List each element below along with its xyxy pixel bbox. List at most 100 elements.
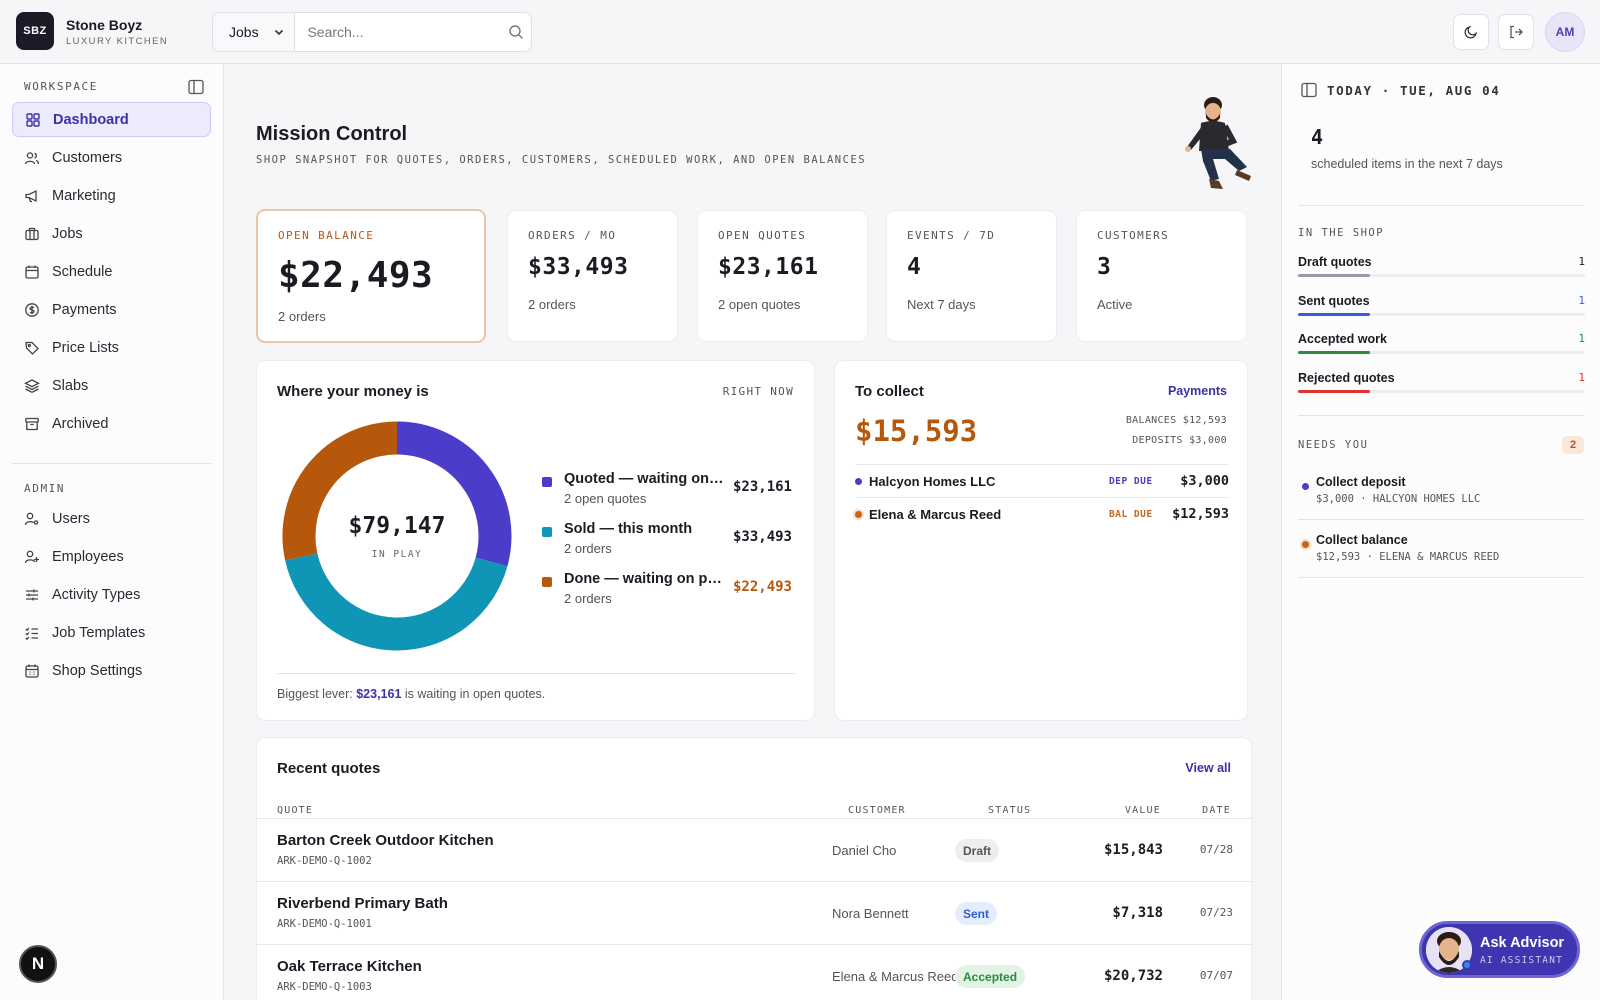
- collect-card-title: To collect: [855, 383, 924, 400]
- table-row[interactable]: Riverbend Primary Bath ARK-DEMO-Q-1001 N…: [257, 881, 1253, 944]
- shop-label: Accepted work: [1298, 332, 1387, 346]
- collect-row[interactable]: Elena & Marcus Reed BAL DUE $12,593: [855, 497, 1229, 530]
- legend-swatch: [542, 477, 552, 487]
- needs-item-deposit[interactable]: Collect deposit $3,000 · HALCYON HOMES L…: [1298, 475, 1585, 533]
- shop-progress-fill: [1298, 313, 1370, 316]
- quote-value: $15,843: [1103, 842, 1163, 858]
- sidebar-item-users[interactable]: Users: [12, 501, 211, 536]
- quote-customer: Nora Bennett: [832, 906, 909, 921]
- logout-button[interactable]: [1498, 14, 1534, 50]
- sidebar-divider: [12, 463, 211, 464]
- legend-row-quoted[interactable]: Quoted — waiting on customer 2 open quot…: [542, 471, 792, 511]
- sidebar-item-dashboard[interactable]: Dashboard: [12, 102, 211, 137]
- donut-total: $79,147: [348, 513, 446, 539]
- quote-date: 07/23: [1199, 906, 1233, 919]
- stat-card-open-quotes[interactable]: OPEN QUOTES $23,161 2 open quotes: [697, 210, 868, 342]
- chevron-down-icon: [275, 29, 284, 36]
- search-icon[interactable]: [500, 13, 531, 51]
- sidebar-item-employees[interactable]: Employees: [12, 539, 211, 574]
- stat-label: EVENTS / 7D: [907, 229, 996, 242]
- collect-card: To collect Payments $15,593 BALANCES $12…: [834, 360, 1248, 721]
- stat-card-customers[interactable]: CUSTOMERS 3 Active: [1076, 210, 1247, 342]
- collect-row-amount: $3,000: [1180, 473, 1229, 489]
- shop-row-sent[interactable]: Sent quotes 1: [1298, 294, 1585, 324]
- col-header-status[interactable]: STATUS: [988, 805, 1032, 816]
- sidebar-item-activity-types[interactable]: Activity Types: [12, 577, 211, 612]
- sidebar-item-job-templates[interactable]: Job Templates: [12, 615, 211, 650]
- theme-toggle-button[interactable]: [1453, 14, 1489, 50]
- legend-amount: $23,161: [732, 479, 792, 495]
- shop-count: 1: [1578, 332, 1585, 345]
- shop-row-accepted[interactable]: Accepted work 1: [1298, 332, 1585, 362]
- checklist-icon: [25, 627, 38, 640]
- col-header-quote[interactable]: QUOTE: [277, 805, 314, 816]
- ask-advisor-button[interactable]: Ask Advisor AI ASSISTANT: [1419, 921, 1580, 978]
- shop-label: Rejected quotes: [1298, 371, 1395, 385]
- panel-divider: [1298, 519, 1585, 520]
- sidebar-item-marketing[interactable]: Marketing: [12, 178, 211, 213]
- sidebar-item-jobs[interactable]: Jobs: [12, 216, 211, 251]
- sidebar-item-shop-settings[interactable]: Shop Settings: [12, 653, 211, 688]
- sidebar-item-payments[interactable]: Payments: [12, 292, 211, 327]
- stat-card-events[interactable]: EVENTS / 7D 4 Next 7 days: [886, 210, 1057, 342]
- users-icon: [24, 151, 40, 164]
- table-row[interactable]: Oak Terrace Kitchen ARK-DEMO-Q-1003 Elen…: [257, 944, 1253, 1000]
- legend-sub: 2 orders: [564, 541, 612, 556]
- quote-customer: Daniel Cho: [832, 843, 897, 858]
- payments-link[interactable]: Payments: [1167, 384, 1227, 398]
- page-title: Mission Control: [256, 123, 408, 145]
- col-header-date[interactable]: DATE: [1202, 805, 1231, 816]
- table-row[interactable]: Barton Creek Outdoor Kitchen ARK-DEMO-Q-…: [257, 818, 1253, 881]
- quote-title: Oak Terrace Kitchen: [277, 958, 422, 975]
- shop-row-draft[interactable]: Draft quotes 1: [1298, 255, 1585, 285]
- sidebar-item-archived[interactable]: Archived: [12, 406, 211, 441]
- donut-slice-0[interactable]: [396, 421, 512, 567]
- legend-title: Quoted — waiting on customer: [564, 471, 724, 487]
- right-panel: TODAY · TUE, AUG 04 4 scheduled items in…: [1281, 64, 1600, 1000]
- today-heading: TODAY · TUE, AUG 04: [1327, 83, 1501, 98]
- legend-row-sold[interactable]: Sold — this month 2 orders $33,493: [542, 521, 792, 561]
- sidebar-item-slabs[interactable]: Slabs: [12, 368, 211, 403]
- brand-name: Stone Boyz: [66, 17, 143, 33]
- quote-title: Barton Creek Outdoor Kitchen: [277, 832, 494, 849]
- search-scope-select[interactable]: Jobs: [213, 13, 296, 51]
- stat-value: $22,493: [278, 255, 434, 296]
- workspace-heading: WORKSPACE: [24, 80, 99, 93]
- stat-card-orders[interactable]: ORDERS / MO $33,493 2 orders: [507, 210, 678, 342]
- quote-date: 07/28: [1199, 843, 1233, 856]
- sidebar-item-schedule[interactable]: Schedule: [12, 254, 211, 289]
- shop-count: 1: [1578, 294, 1585, 307]
- stat-value: 4: [907, 254, 922, 280]
- panel-toggle-icon[interactable]: [1300, 81, 1318, 99]
- sidebar-item-price-lists[interactable]: Price Lists: [12, 330, 211, 365]
- needs-item-balance[interactable]: Collect balance $12,593 · ELENA & MARCUS…: [1298, 533, 1585, 591]
- sidebar-item-label: Employees: [52, 548, 124, 565]
- user-avatar[interactable]: AM: [1545, 12, 1585, 52]
- sidebar-collapse-icon[interactable]: [187, 78, 205, 96]
- col-header-value[interactable]: VALUE: [1124, 805, 1161, 816]
- view-all-link[interactable]: View all: [1185, 761, 1231, 775]
- shop-row-rejected[interactable]: Rejected quotes 1: [1298, 371, 1585, 401]
- donut-slice-1[interactable]: [285, 552, 508, 651]
- stat-label: ORDERS / MO: [528, 229, 617, 242]
- sidebar-item-label: Price Lists: [52, 339, 119, 356]
- search-input[interactable]: [295, 13, 501, 51]
- sidebar-item-label: Schedule: [52, 263, 113, 280]
- quote-code: ARK-DEMO-Q-1002: [277, 855, 372, 867]
- quote-title: Riverbend Primary Bath: [277, 895, 448, 912]
- sidebar-item-customers[interactable]: Customers: [12, 140, 211, 175]
- donut-slice-2[interactable]: [282, 421, 398, 561]
- shop-progress-fill: [1298, 351, 1370, 354]
- legend-sub: 2 open quotes: [564, 491, 647, 506]
- sliders-icon: [26, 589, 38, 600]
- brand-logo[interactable]: SBZ: [16, 12, 54, 50]
- col-header-customer[interactable]: CUSTOMER: [848, 805, 906, 816]
- dev-tools-badge[interactable]: N: [19, 945, 57, 983]
- recent-quotes-card: Recent quotes View all QUOTE CUSTOMER ST…: [256, 737, 1253, 1000]
- collect-row[interactable]: Halcyon Homes LLC DEP DUE $3,000: [855, 464, 1229, 497]
- collect-balances: BALANCES $12,593: [1125, 415, 1227, 426]
- collect-deposits: DEPOSITS $3,000: [1132, 435, 1227, 446]
- layers-icon: [24, 378, 40, 393]
- legend-row-done[interactable]: Done — waiting on payment 2 orders $22,4…: [542, 571, 792, 611]
- stat-card-open-balance[interactable]: OPEN BALANCE $22,493 2 orders: [256, 209, 486, 343]
